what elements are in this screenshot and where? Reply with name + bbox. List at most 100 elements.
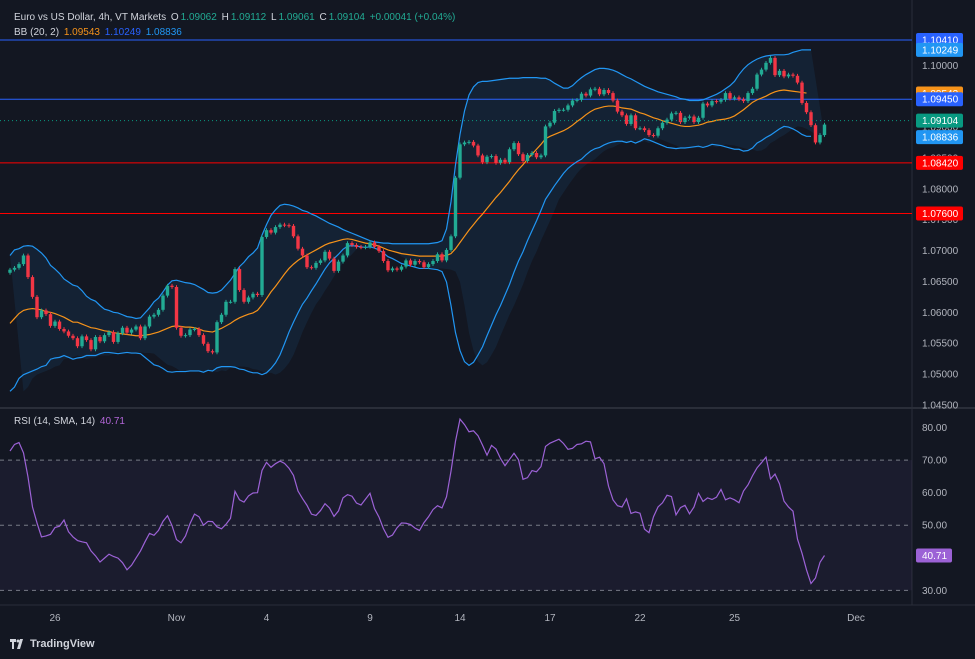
candle-body <box>525 154 530 161</box>
candle-body <box>161 295 165 310</box>
tradingview-logo[interactable]: TradingView <box>10 638 95 650</box>
candle-body <box>444 249 449 261</box>
symbol-title[interactable]: Euro vs US Dollar, 4h, VT Markets <box>14 12 167 23</box>
candle-body <box>300 248 305 256</box>
candle-body <box>498 159 503 163</box>
candle-body <box>503 159 507 163</box>
time-tick-label: 26 <box>49 613 61 624</box>
candle-body <box>822 124 827 136</box>
candle-body <box>35 296 39 318</box>
candle-body <box>413 261 417 265</box>
candle-body <box>705 103 710 106</box>
candle-body <box>755 74 759 89</box>
bb-indicator-label[interactable]: BB (20, 2) <box>14 27 60 38</box>
price-label-box <box>916 92 963 107</box>
candle-body <box>804 102 809 113</box>
candle-body <box>386 261 390 271</box>
candle-body <box>584 93 588 96</box>
candle-body <box>593 88 597 90</box>
candle-body <box>732 97 737 99</box>
price-tick-label: 1.06000 <box>922 308 959 319</box>
low-label: L <box>271 12 277 23</box>
candle-body <box>152 314 156 317</box>
candle-body <box>611 93 615 101</box>
candle-body <box>741 99 746 102</box>
candle-body <box>377 246 381 252</box>
candle-body <box>273 227 278 233</box>
candle-body <box>426 264 431 268</box>
time-tick-label: 25 <box>729 613 741 624</box>
rsi-tick-label: 80.00 <box>922 423 947 434</box>
candle-body <box>287 225 291 227</box>
candle-body <box>719 99 723 102</box>
candle-body <box>264 230 269 237</box>
candle-body <box>435 254 440 262</box>
rsi-indicator-label[interactable]: RSI (14, SMA, 14) <box>14 416 96 427</box>
candle-body <box>701 103 705 118</box>
candle-body <box>570 100 575 106</box>
candle-body <box>723 93 728 100</box>
candle-body <box>278 224 282 228</box>
candle-body <box>417 261 422 263</box>
candle-body <box>467 141 471 143</box>
candle-body <box>53 321 57 326</box>
time-tick-label: 22 <box>634 613 646 624</box>
candle-body <box>255 293 260 295</box>
candle-body <box>642 128 647 131</box>
candle-body <box>453 177 458 237</box>
candle-body <box>341 255 345 262</box>
candle-body <box>458 144 462 178</box>
candle-body <box>543 126 548 156</box>
candle-body <box>557 109 561 111</box>
candle-body <box>233 269 237 302</box>
candle-body <box>156 309 161 315</box>
candle-body <box>381 251 386 262</box>
time-tick-label: Nov <box>168 613 186 624</box>
candle-body <box>336 261 341 271</box>
candle-body <box>116 333 120 342</box>
candle-body <box>516 143 521 155</box>
close-value: 1.09104 <box>328 12 365 23</box>
candle-body <box>714 101 719 103</box>
candle-body <box>44 310 48 315</box>
change-value: +0.00041 (+0.04%) <box>369 12 456 23</box>
price-label-text: 1.10249 <box>922 45 959 56</box>
candle-body <box>647 130 651 136</box>
candle-body <box>305 255 309 268</box>
time-tick-label: 9 <box>367 613 373 624</box>
candle-body <box>359 246 363 248</box>
candle-body <box>12 267 17 270</box>
candle-body <box>183 335 188 337</box>
candle-body <box>539 155 543 158</box>
candle-body <box>147 316 152 327</box>
tradingview-logo-icon <box>10 639 23 649</box>
candle-body <box>48 314 53 326</box>
candle-body <box>809 112 813 126</box>
candle-body <box>296 236 300 249</box>
candle-body <box>512 143 516 150</box>
candle-body <box>633 115 638 129</box>
candle-body <box>575 99 579 101</box>
candle-body <box>246 297 251 302</box>
candle-body <box>588 89 593 96</box>
price-label-text: 1.10410 <box>922 35 959 46</box>
candle-body <box>242 290 246 302</box>
rsi-value-text: 40.71 <box>922 551 947 562</box>
price-tick-label: 1.08000 <box>922 184 959 195</box>
candle-body <box>422 262 426 268</box>
candle-body <box>165 285 170 296</box>
candle-body <box>629 115 633 124</box>
candle-body <box>764 62 768 70</box>
candle-body <box>737 97 741 100</box>
candle-body <box>395 268 399 270</box>
candle-body <box>179 327 183 336</box>
candle-body <box>710 101 714 106</box>
price-label-box <box>916 155 963 170</box>
candle-body <box>390 268 395 271</box>
candle-body <box>138 326 143 339</box>
candle-body <box>368 242 372 247</box>
candle-body <box>795 75 800 83</box>
candle-body <box>201 335 206 344</box>
candle-body <box>408 260 413 265</box>
